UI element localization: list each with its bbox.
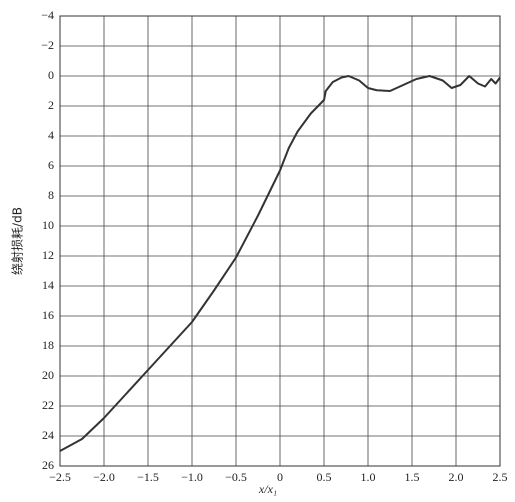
x-tick-label: −2.0 (93, 470, 115, 484)
x-tick-label: 0 (277, 470, 283, 484)
x-tick-label: −2.5 (49, 470, 71, 484)
x-tick-label: −1.0 (181, 470, 203, 484)
y-tick-label: 16 (42, 308, 54, 322)
x-tick-label: 1.0 (361, 470, 376, 484)
y-tick-label: 12 (42, 248, 54, 262)
y-axis-label: 绕射损耗/dB (10, 207, 25, 275)
y-tick-label: 6 (48, 158, 54, 172)
y-tick-label: −2 (41, 38, 54, 52)
y-tick-label: 0 (48, 68, 54, 82)
y-tick-label: 2 (48, 98, 54, 112)
plot-frame (59, 15, 501, 467)
x-tick-label: 0.5 (317, 470, 332, 484)
x-tick-label: −1.5 (137, 470, 159, 484)
y-tick-label: 24 (42, 428, 54, 442)
x-tick-label: −0.5 (225, 470, 247, 484)
y-tick-label: 22 (42, 398, 54, 412)
x-tick-label: 2.0 (449, 470, 464, 484)
y-tick-label: 18 (42, 338, 54, 352)
x-tick-label: 1.5 (405, 470, 420, 484)
line-series (59, 75, 501, 452)
y-tick-label: 10 (42, 218, 54, 232)
y-tick-label: 26 (42, 458, 54, 472)
y-tick-label: 20 (42, 368, 54, 382)
y-tick-label: 8 (48, 188, 54, 202)
x-tick-label: 2.5 (493, 470, 508, 484)
x-axis-label: x/x₁ (258, 482, 277, 496)
y-tick-label: 4 (48, 128, 54, 142)
y-tick-label: 14 (42, 278, 54, 292)
y-tick-label: −4 (41, 8, 54, 22)
